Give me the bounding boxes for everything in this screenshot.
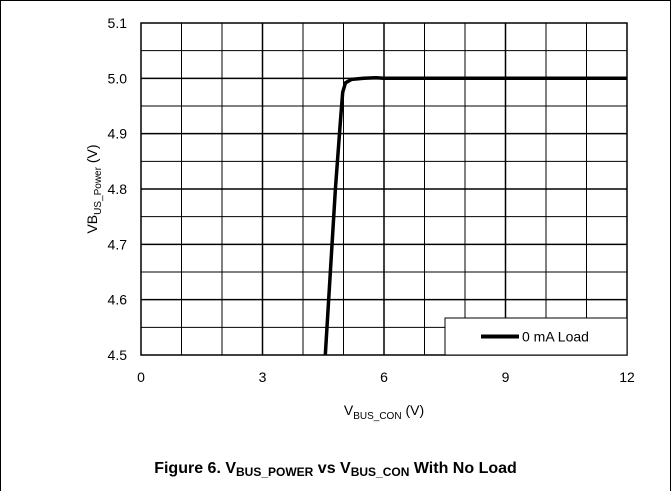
y-tick-labels: 4.5 4.6 4.7 4.8 4.9 5.0 5.1 <box>108 15 128 363</box>
figure-caption: Figure 6. VBUS_POWER vs VBUS_CON With No… <box>154 460 517 479</box>
x-tick-label: 0 <box>137 369 145 385</box>
x-tick-labels: 0 3 6 9 12 <box>137 369 635 385</box>
series-line-0-ma-load <box>323 76 627 356</box>
x-axis-title: VBUS_CON (V) <box>344 402 424 422</box>
grid <box>141 23 627 355</box>
x-tick-label: 9 <box>502 369 510 385</box>
series-layer <box>323 76 627 356</box>
y-tick-label: 4.6 <box>108 292 128 308</box>
y-tick-label: 4.8 <box>108 181 128 197</box>
x-tick-label: 12 <box>619 369 635 385</box>
y-tick-label: 5.0 <box>108 70 128 86</box>
plot-area <box>140 22 628 356</box>
y-tick-label: 4.7 <box>108 236 128 252</box>
y-tick-label: 4.9 <box>108 126 128 142</box>
x-tick-label: 3 <box>259 369 267 385</box>
chart: 0 3 6 9 12 4.5 4.6 4.7 4.8 4.9 5.0 5.1 VBUS_CON (V… <box>84 15 635 422</box>
legend-box <box>444 317 628 356</box>
legend: 0 mA Load <box>444 317 628 356</box>
y-tick-label: 4.5 <box>108 347 128 363</box>
y-tick-label: 5.1 <box>108 15 128 31</box>
legend-label-0-ma-load: 0 mA Load <box>522 329 589 345</box>
x-tick-label: 6 <box>380 369 388 385</box>
y-axis-title: VBUS_Power (V) <box>84 144 104 233</box>
